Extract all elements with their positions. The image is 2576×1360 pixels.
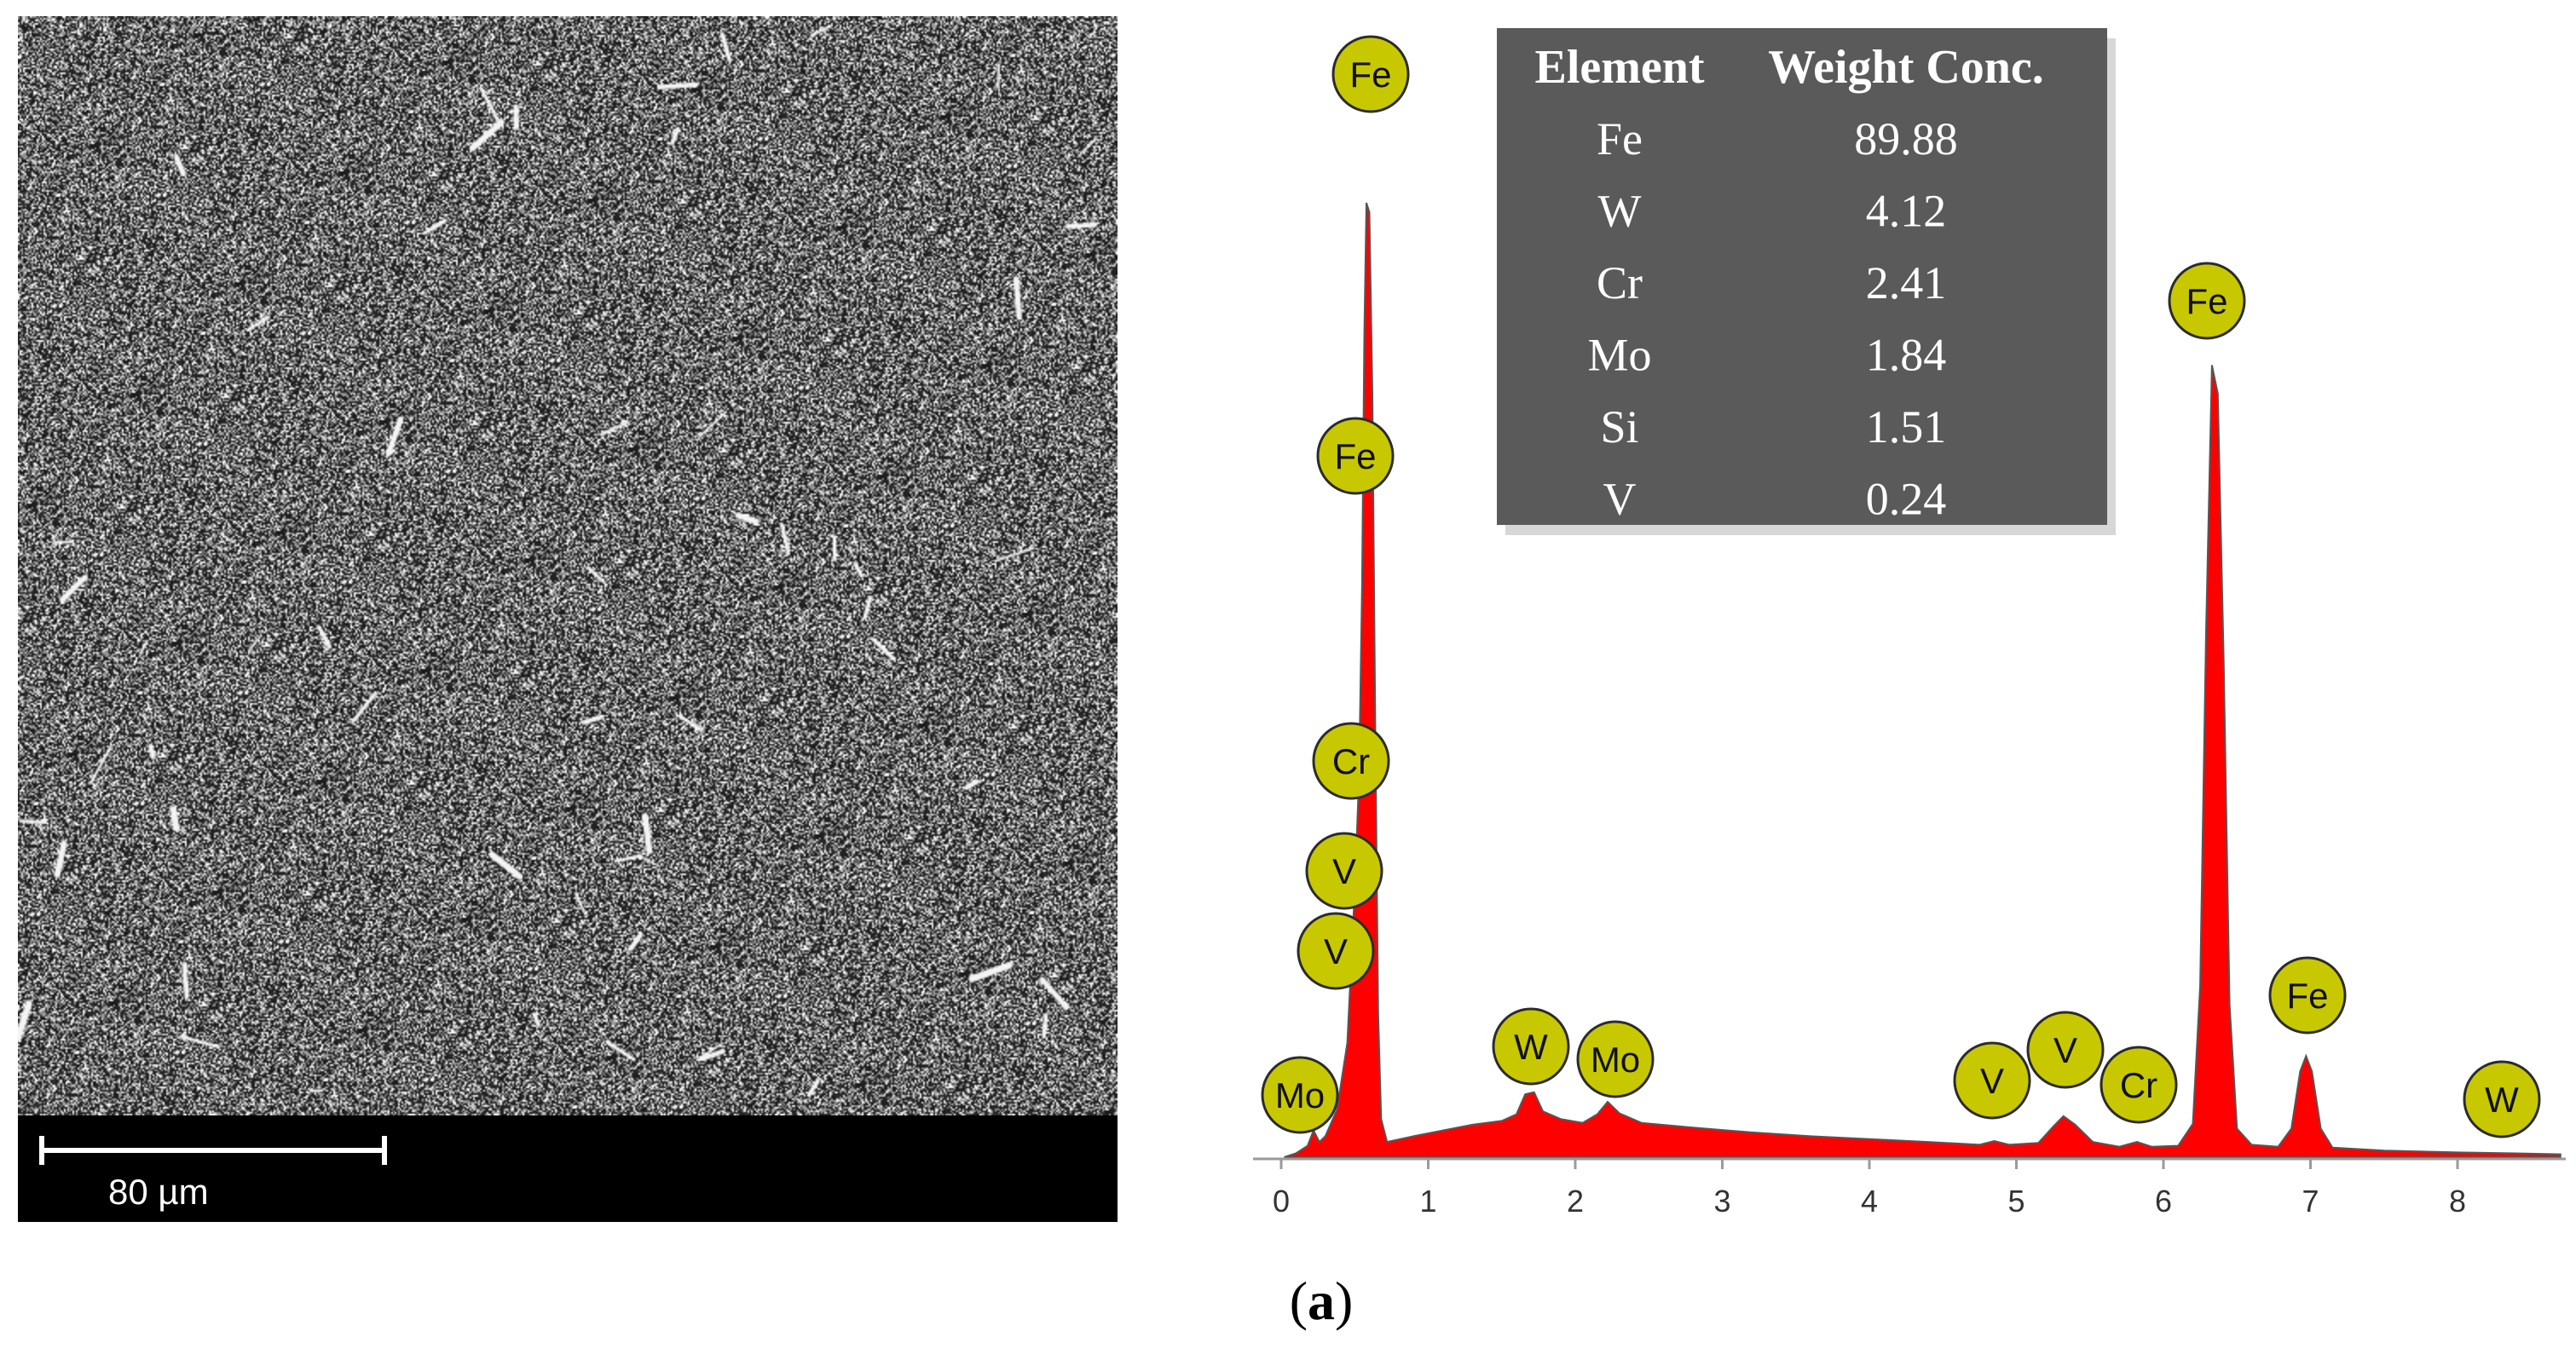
x-axis: 0 1 2 3 4 5 6 7 8	[1253, 1157, 2566, 1219]
svg-text:Fe: Fe	[2286, 976, 2328, 1016]
table-value-cell: 2.41	[1866, 257, 1947, 308]
table-element-cell: Fe	[1597, 113, 1643, 164]
scale-bar-label: 80 µm	[108, 1172, 209, 1212]
peak-label-w: W	[2463, 1060, 2541, 1138]
table-element-cell: V	[1603, 474, 1637, 525]
panel-label: a	[1308, 1271, 1335, 1331]
table-value-cell: 89.88	[1854, 113, 1958, 164]
weight-concentration-table: Element Weight Conc. Fe 89.88 W 4.12 Cr 2.41 Mo 1…	[1497, 28, 2116, 535]
table-element-cell: Cr	[1597, 257, 1643, 308]
svg-text:W: W	[2485, 1080, 2519, 1120]
peak-label-cr: Cr	[1312, 722, 1390, 800]
scale-bar-strip: 80 µm	[18, 1115, 1118, 1222]
peak-label-fe: Fe	[1331, 35, 1410, 113]
x-tick-label: 5	[2007, 1184, 2024, 1219]
svg-text:Cr: Cr	[1332, 741, 1370, 781]
table-element-cell: W	[1598, 186, 1642, 237]
table-value-cell: 1.84	[1866, 330, 1947, 381]
x-tick-label: 3	[1713, 1184, 1730, 1219]
table-element-cell: Mo	[1587, 330, 1651, 381]
x-tick-label: 7	[2302, 1184, 2319, 1219]
svg-text:V: V	[1332, 851, 1356, 891]
peak-label-w: W	[1492, 1007, 1570, 1086]
peak-label-v: V	[2026, 1011, 2105, 1089]
peak-label-fe: Fe	[1316, 417, 1395, 495]
scale-bar-line	[41, 1148, 385, 1153]
table-value-cell: 4.12	[1866, 186, 1947, 237]
sem-micrograph: 80 µm	[18, 16, 1118, 1222]
svg-text:V: V	[1980, 1061, 2004, 1101]
table-value-cell: 1.51	[1866, 401, 1947, 452]
table-header: Weight Conc.	[1768, 41, 2044, 94]
peak-label-mo: Mo	[1576, 1020, 1655, 1098]
peak-label-fe: Fe	[2268, 956, 2347, 1034]
table-value-cell: 0.24	[1866, 474, 1947, 525]
sem-texture	[18, 16, 1118, 1115]
panel-caption: (a)	[1289, 1271, 1354, 1331]
peak-label-cr: Cr	[2099, 1046, 2178, 1124]
svg-text:Fe: Fe	[1349, 55, 1391, 95]
svg-text:Mo: Mo	[1275, 1075, 1325, 1115]
spectrum-layer	[1284, 202, 2562, 1158]
svg-text:Fe: Fe	[2186, 281, 2227, 321]
x-tick-label: 8	[2449, 1184, 2466, 1219]
peak-label-v: V	[1305, 832, 1383, 910]
peak-label-v: V	[1953, 1041, 2031, 1120]
x-tick-label: 2	[1567, 1184, 1584, 1219]
peak-label-mo: Mo	[1261, 1056, 1339, 1134]
svg-text:Mo: Mo	[1591, 1040, 1640, 1080]
x-tick-label: 6	[2155, 1184, 2172, 1219]
svg-text:Cr: Cr	[2120, 1065, 2157, 1105]
x-tick-label: 1	[1419, 1184, 1436, 1219]
scale-bar-tick-right	[382, 1136, 387, 1165]
peak-label-fe: Fe	[2168, 262, 2246, 340]
svg-text:V: V	[2053, 1030, 2077, 1070]
svg-text:V: V	[1324, 931, 1348, 971]
x-tick-label: 4	[1861, 1184, 1878, 1219]
peak-label-v: V	[1297, 912, 1375, 990]
x-tick-label: 0	[1273, 1184, 1290, 1219]
scale-bar-tick-left	[39, 1136, 44, 1165]
svg-text:W: W	[1514, 1027, 1548, 1067]
table-background	[1497, 28, 2107, 525]
table-header: Element	[1534, 41, 1704, 94]
table-element-cell: Si	[1600, 401, 1638, 452]
spectrum-area	[1284, 202, 2562, 1158]
svg-text:Fe: Fe	[1334, 436, 1376, 476]
